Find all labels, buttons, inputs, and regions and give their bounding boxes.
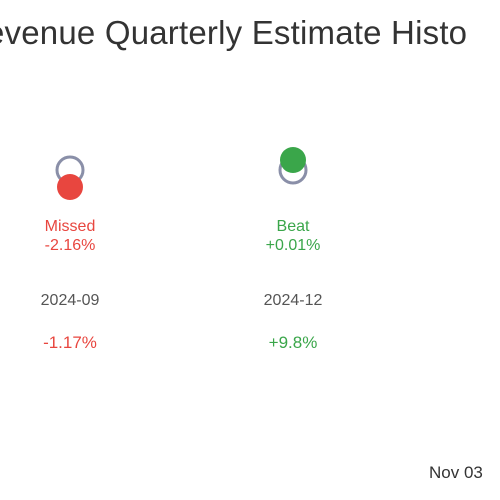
surprise-label-2024-12: +0.01% (265, 237, 321, 254)
growth-label-2024-12: +9.8% (268, 333, 318, 352)
period-label-2024-09: 2024-09 (40, 292, 100, 309)
actual-marker-2024-09 (57, 174, 83, 200)
period-label-2024-12: 2024-12 (263, 292, 323, 309)
chart-title: evenue Quarterly Estimate Histo (0, 14, 468, 51)
status-label-2024-12: Beat (276, 218, 310, 235)
growth-label-2024-09: -1.17% (43, 333, 97, 352)
status-label-2024-09: Missed (44, 218, 96, 235)
surprise-label-2024-09: -2.16% (44, 237, 96, 254)
footer-date: Nov 03 (429, 463, 483, 482)
actual-marker-2024-12 (280, 147, 306, 173)
